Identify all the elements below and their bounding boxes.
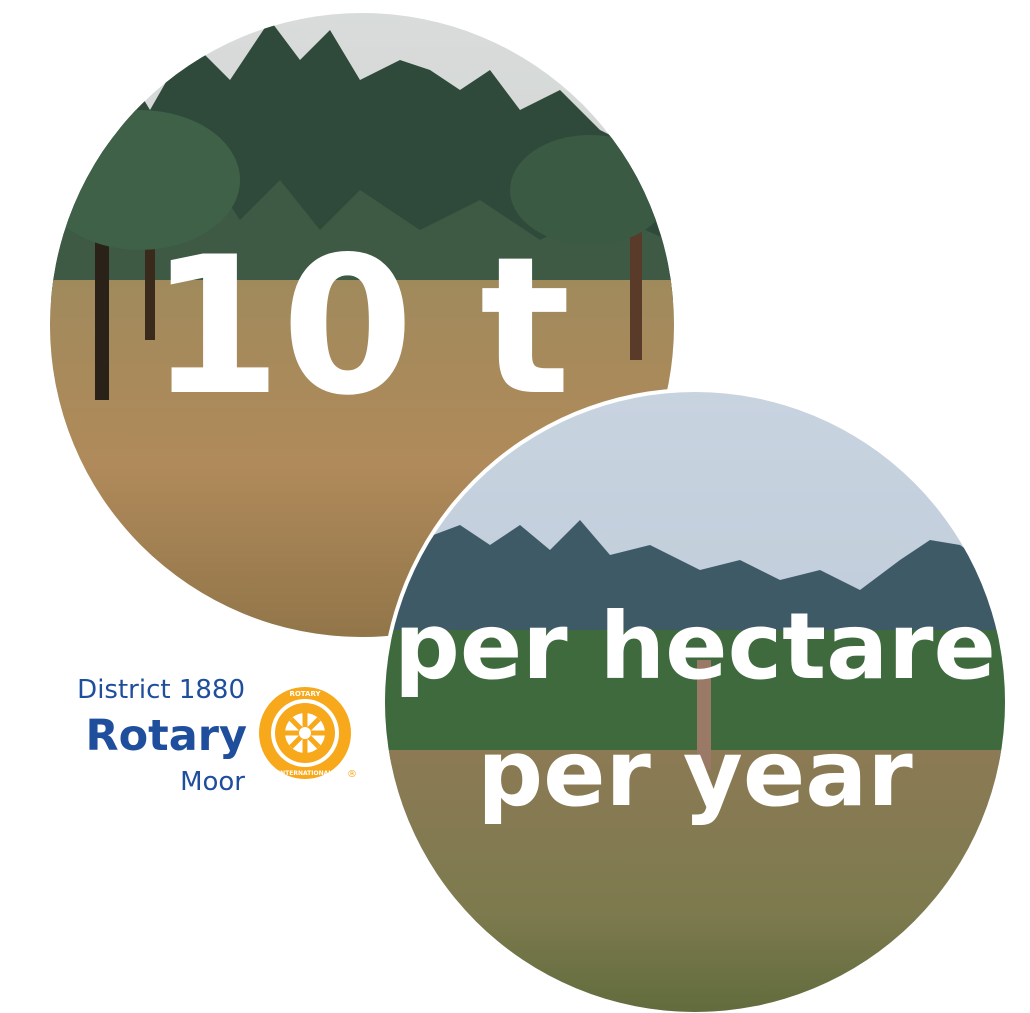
rotary: Rotary <box>86 711 247 761</box>
district: District 1880 <box>77 675 245 705</box>
logo: District 1880 Rotary Moor <box>77 675 247 797</box>
emblem-bottom: INTERNATIONAL <box>278 770 332 777</box>
emblem: ROTARY INTERNATIONAL ® <box>259 687 357 780</box>
moor: Moor <box>180 767 245 797</box>
graphic: 10 t per hectare per year District 1880 … <box>0 0 1030 1013</box>
registered: ® <box>347 769 357 780</box>
emblem-top: ROTARY <box>289 690 321 698</box>
subline-2: per year <box>477 720 913 827</box>
subline-1: per hectare <box>394 593 996 700</box>
headline: 10 t <box>149 216 570 437</box>
